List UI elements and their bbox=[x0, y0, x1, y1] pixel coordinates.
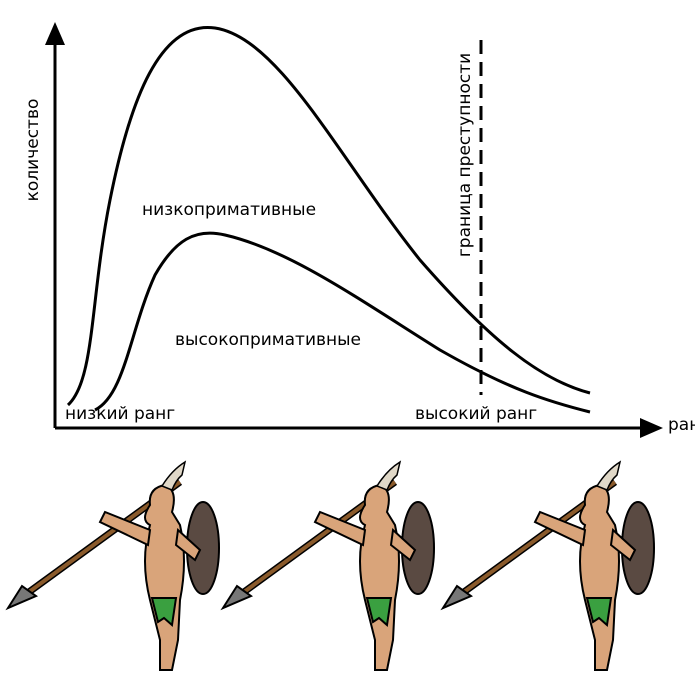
y-arrow bbox=[45, 22, 65, 45]
y-axis-label: количество bbox=[23, 99, 43, 202]
upper-curve-label: низкопримативные bbox=[142, 200, 316, 220]
lower-curve-label: высокопримативные bbox=[175, 330, 361, 350]
warrior bbox=[8, 462, 219, 670]
threshold-label: граница преступности bbox=[455, 53, 475, 257]
x-high-label: высокий ранг bbox=[415, 404, 537, 424]
lower-curve bbox=[95, 233, 590, 412]
warrior bbox=[443, 462, 654, 670]
x-low-label: низкий ранг bbox=[65, 404, 175, 424]
diagram: количество ранг низкий ранг высокий ранг… bbox=[0, 0, 695, 677]
x-axis-label: ранг bbox=[668, 415, 695, 435]
warrior bbox=[223, 462, 434, 670]
x-arrow bbox=[640, 418, 663, 438]
page: количество ранг низкий ранг высокий ранг… bbox=[0, 0, 695, 681]
